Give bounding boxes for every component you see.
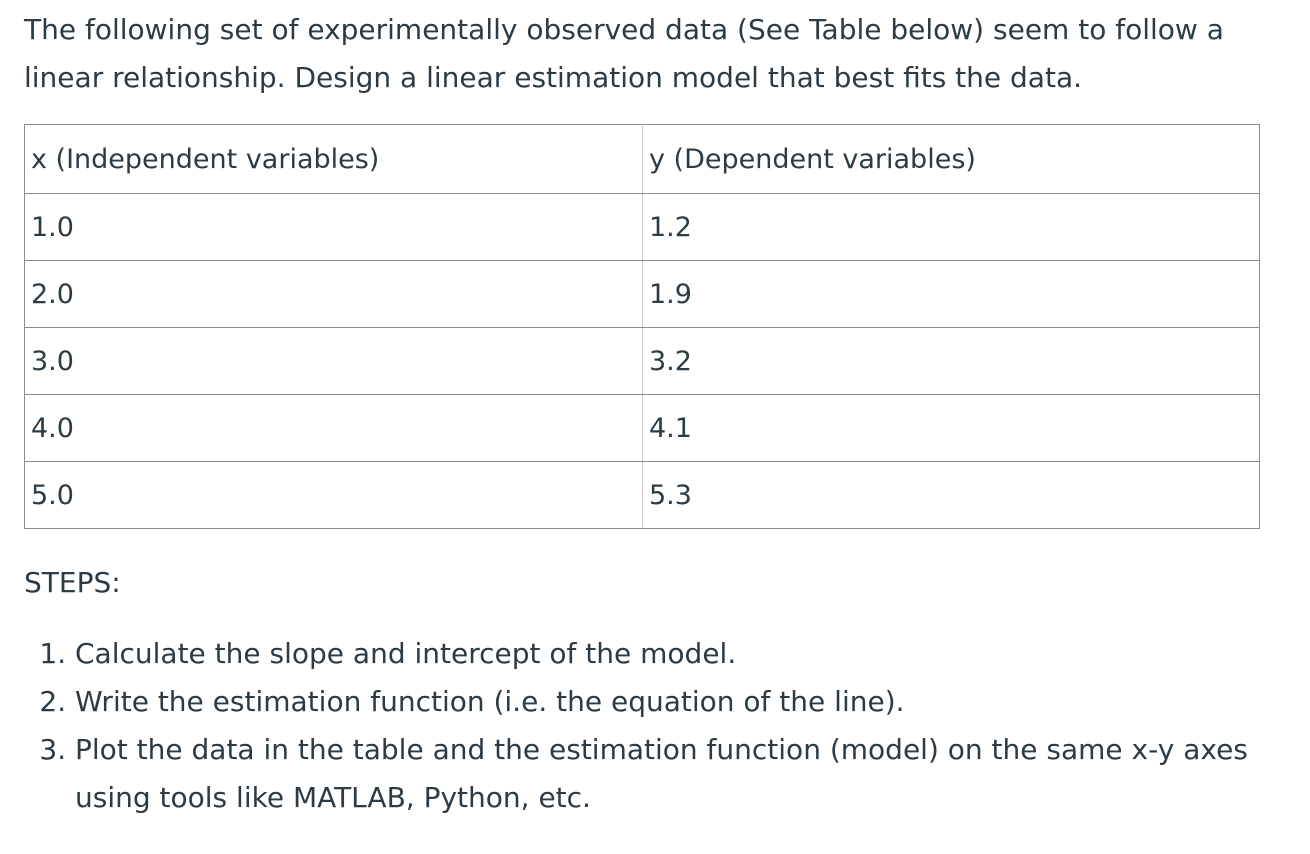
table-row: 5.0 5.3 bbox=[24, 461, 1260, 529]
table-row: 3.0 3.2 bbox=[24, 327, 1260, 395]
header-x: x (Independent variables) bbox=[24, 124, 643, 194]
header-y: y (Dependent variables) bbox=[642, 124, 1260, 194]
table-row: 4.0 4.1 bbox=[24, 394, 1260, 462]
data-table: x (Independent variables) y (Dependent v… bbox=[24, 124, 1260, 529]
cell-y: 1.2 bbox=[642, 193, 1260, 261]
steps-heading: STEPS: bbox=[24, 566, 121, 599]
step-item: Write the estimation function (i.e. the … bbox=[75, 678, 1310, 726]
cell-y: 5.3 bbox=[642, 461, 1260, 529]
table-header-row: x (Independent variables) y (Dependent v… bbox=[24, 124, 1260, 194]
cell-y: 1.9 bbox=[642, 260, 1260, 328]
table-row: 2.0 1.9 bbox=[24, 260, 1260, 328]
step-item: Plot the data in the table and the estim… bbox=[75, 726, 1310, 822]
cell-y: 3.2 bbox=[642, 327, 1260, 395]
cell-y: 4.1 bbox=[642, 394, 1260, 462]
question-intro: The following set of experimentally obse… bbox=[24, 13, 1224, 94]
cell-x: 2.0 bbox=[24, 260, 643, 328]
cell-x: 1.0 bbox=[24, 193, 643, 261]
cell-x: 5.0 bbox=[24, 461, 643, 529]
cell-x: 3.0 bbox=[24, 327, 643, 395]
table-row: 1.0 1.2 bbox=[24, 193, 1260, 261]
cell-x: 4.0 bbox=[24, 394, 643, 462]
steps-list: Calculate the slope and intercept of the… bbox=[24, 630, 1310, 822]
step-item: Calculate the slope and intercept of the… bbox=[75, 630, 1310, 678]
